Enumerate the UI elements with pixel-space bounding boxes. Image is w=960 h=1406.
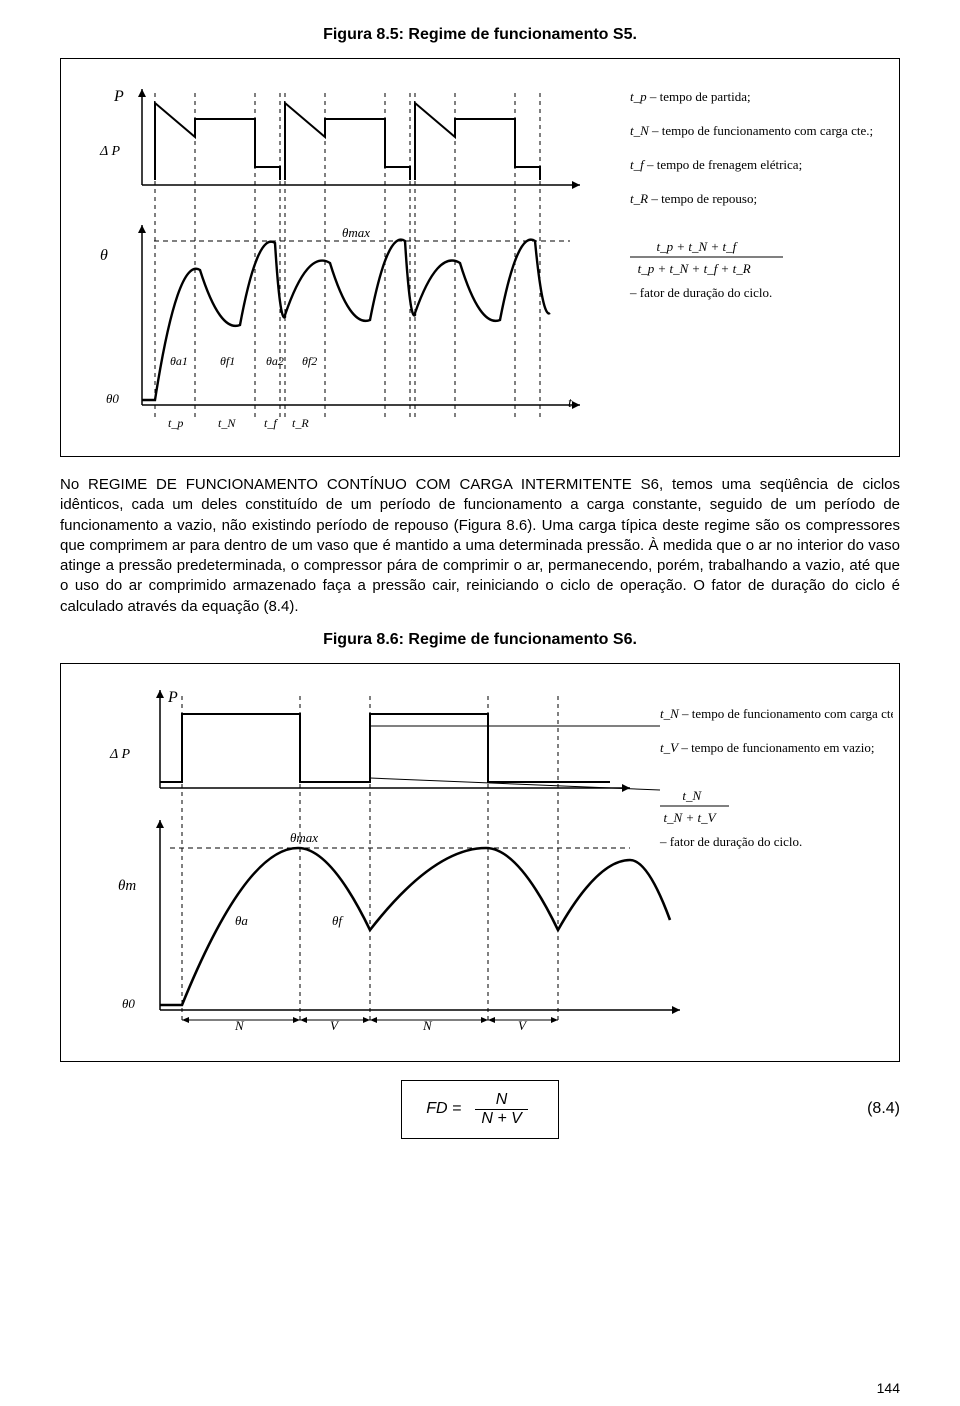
svg-text:θ: θ [100, 247, 108, 264]
svg-text:t_R: t_R [292, 416, 309, 430]
svg-text:Δ P: Δ P [109, 747, 130, 762]
svg-text:θa: θa [235, 913, 248, 928]
figure-8-6-box: PΔ Pθmθ0θmaxNVNVθaθft_N – tempo de funci… [60, 663, 900, 1062]
figure-8-5-box: PΔ Pθθ0θmaxtt_pt_Nt_ft_Rθa1θf1θa2θf2t_p … [60, 58, 900, 457]
svg-text:t_N: t_N [682, 788, 702, 803]
svg-text:– fator de duração do ciclo.: – fator de duração do ciclo. [659, 834, 802, 849]
svg-text:t_p + t_N + t_f: t_p + t_N + t_f [657, 239, 739, 254]
svg-text:t_f – tempo de frenagem elétri: t_f – tempo de frenagem elétrica; [630, 157, 802, 172]
figure-8-6-svg: PΔ Pθmθ0θmaxNVNVθaθft_N – tempo de funci… [67, 670, 893, 1050]
equation-8-4-box: FD = N N + V [401, 1080, 559, 1139]
svg-text:t_N: t_N [218, 416, 236, 430]
svg-text:θ0: θ0 [122, 996, 135, 1011]
equation-lhs: FD = [426, 1100, 461, 1118]
svg-text:θa1: θa1 [170, 354, 188, 368]
svg-text:θmax: θmax [290, 830, 318, 845]
figure-8-5-caption: Figura 8.5: Regime de funcionamento S5. [60, 26, 900, 44]
svg-text:– fator de duração do ciclo.: – fator de duração do ciclo. [629, 285, 772, 300]
figure-8-6-caption: Figura 8.6: Regime de funcionamento S6. [60, 631, 900, 649]
svg-text:θf1: θf1 [220, 354, 235, 368]
svg-text:t_p – tempo de partida;: t_p – tempo de partida; [630, 89, 751, 104]
svg-text:θf2: θf2 [302, 354, 317, 368]
svg-text:t_N – tempo de funcionamento c: t_N – tempo de funcionamento com carga c… [630, 123, 873, 138]
svg-text:θmax: θmax [342, 225, 370, 240]
equation-8-4-row: FD = N N + V (8.4) [60, 1080, 900, 1139]
svg-text:Δ P: Δ P [99, 144, 120, 159]
svg-text:t_p + t_N + t_f + t_R: t_p + t_N + t_f + t_R [638, 261, 751, 276]
svg-text:t_N – tempo de funcionamento c: t_N – tempo de funcionamento com carga c… [660, 706, 893, 721]
svg-text:P: P [167, 689, 178, 706]
svg-text:θa2: θa2 [266, 354, 284, 368]
svg-text:θm: θm [118, 878, 136, 894]
svg-text:t_f: t_f [264, 416, 278, 430]
svg-text:t_R – tempo de repouso;: t_R – tempo de repouso; [630, 191, 757, 206]
svg-text:θf: θf [332, 913, 344, 928]
equation-fraction: N N + V [475, 1091, 527, 1128]
page-number: 144 [877, 1380, 900, 1396]
equation-denominator: N + V [475, 1110, 527, 1128]
equation-numerator: N [475, 1091, 527, 1110]
equation-ref: (8.4) [867, 1100, 900, 1118]
svg-text:t_p: t_p [168, 416, 183, 430]
svg-text:t_V – tempo de funcionamento e: t_V – tempo de funcionamento em vazio; [660, 740, 874, 755]
body-paragraph: No REGIME DE FUNCIONAMENTO CONTÍNUO COM … [60, 475, 900, 617]
svg-text:P: P [113, 88, 124, 105]
svg-text:t_N + t_V: t_N + t_V [663, 810, 717, 825]
figure-8-5-svg: PΔ Pθθ0θmaxtt_pt_Nt_ft_Rθa1θf1θa2θf2t_p … [67, 65, 893, 445]
svg-text:θ0: θ0 [106, 391, 119, 406]
